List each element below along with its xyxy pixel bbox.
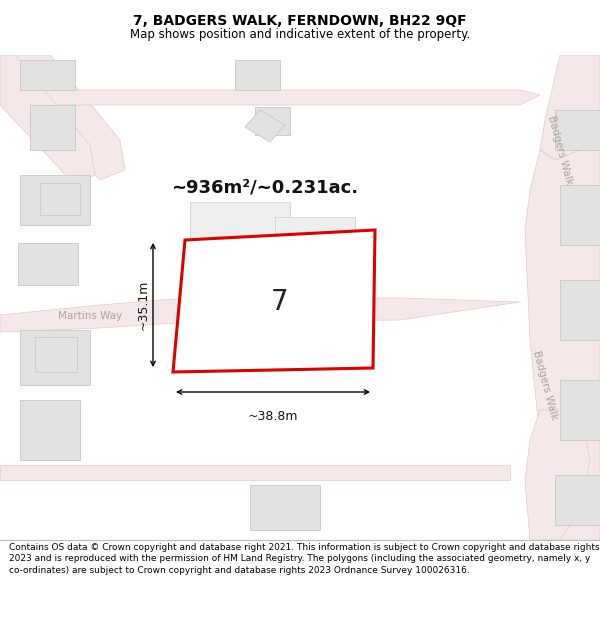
Text: ~936m²/~0.231ac.: ~936m²/~0.231ac. bbox=[172, 179, 359, 197]
Bar bbox=[35, 337, 77, 372]
Text: Badgers Walk: Badgers Walk bbox=[531, 349, 559, 421]
Polygon shape bbox=[173, 230, 375, 372]
Polygon shape bbox=[0, 55, 125, 180]
Polygon shape bbox=[0, 90, 540, 105]
Bar bbox=[18, 243, 78, 285]
Polygon shape bbox=[0, 298, 520, 332]
Polygon shape bbox=[540, 55, 600, 160]
Polygon shape bbox=[245, 110, 285, 142]
Bar bbox=[235, 60, 280, 90]
Text: 7: 7 bbox=[271, 288, 289, 316]
Bar bbox=[555, 110, 600, 150]
Bar bbox=[555, 475, 600, 525]
Bar bbox=[40, 183, 80, 215]
Bar bbox=[560, 185, 600, 245]
Text: Map shows position and indicative extent of the property.: Map shows position and indicative extent… bbox=[130, 28, 470, 41]
Bar bbox=[190, 202, 290, 272]
Text: Badgers Walk: Badgers Walk bbox=[546, 114, 574, 186]
Bar bbox=[30, 105, 75, 150]
Text: 7, BADGERS WALK, FERNDOWN, BH22 9QF: 7, BADGERS WALK, FERNDOWN, BH22 9QF bbox=[133, 14, 467, 28]
Bar bbox=[20, 400, 80, 460]
Bar bbox=[20, 175, 90, 225]
Polygon shape bbox=[0, 55, 95, 185]
Polygon shape bbox=[525, 410, 590, 540]
Bar bbox=[255, 107, 290, 135]
Text: Contains OS data © Crown copyright and database right 2021. This information is : Contains OS data © Crown copyright and d… bbox=[9, 542, 599, 575]
Polygon shape bbox=[525, 120, 600, 540]
Bar bbox=[275, 217, 355, 282]
Bar bbox=[250, 485, 320, 530]
Bar bbox=[560, 380, 600, 440]
Bar bbox=[20, 330, 90, 385]
Bar bbox=[20, 60, 75, 90]
Text: Martins Way: Martins Way bbox=[58, 311, 122, 321]
Bar bbox=[560, 280, 600, 340]
Polygon shape bbox=[0, 465, 510, 480]
Text: ~35.1m: ~35.1m bbox=[137, 280, 149, 330]
Text: ~38.8m: ~38.8m bbox=[248, 410, 298, 423]
